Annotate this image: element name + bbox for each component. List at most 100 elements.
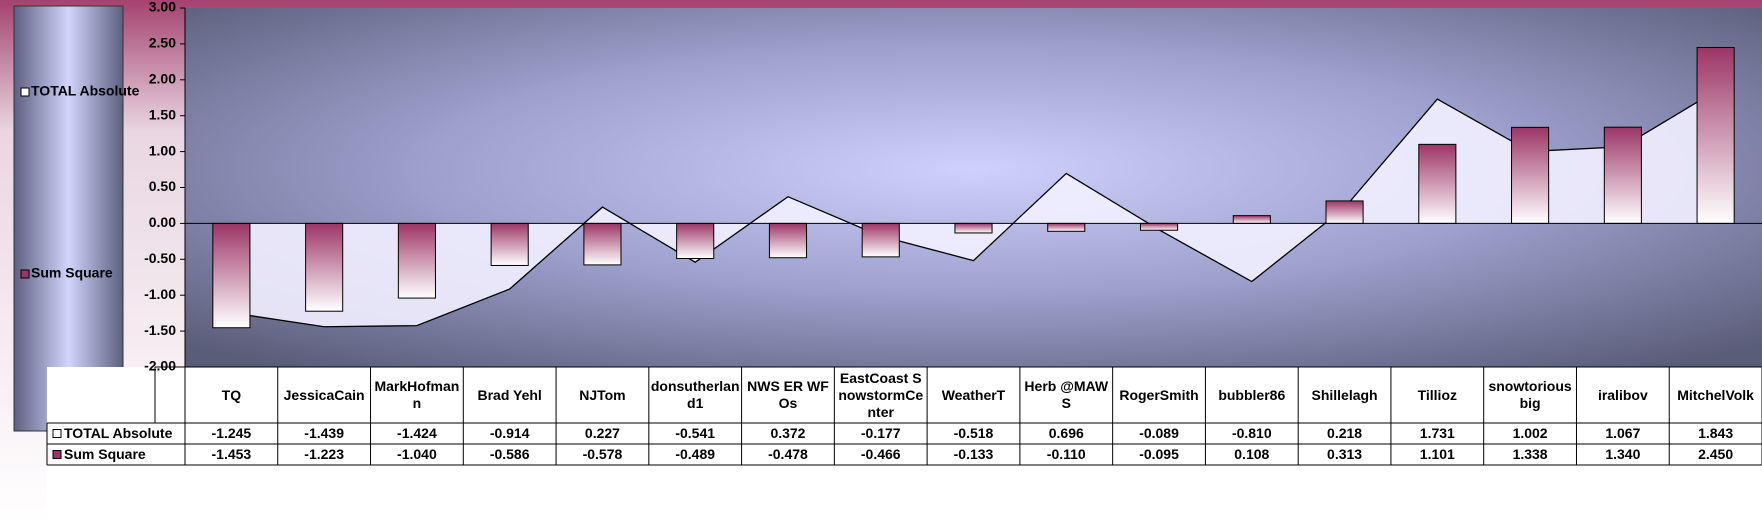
bar (1603, 126, 1642, 224)
row-label: Sum Square (64, 446, 146, 462)
table-value: -0.810 (1232, 425, 1272, 441)
y-tick-label: -1.00 (144, 286, 176, 302)
category-cell: Brad Yehl (477, 386, 542, 403)
category-label: NWS ER WFOs (747, 378, 829, 411)
category-label: Shillelagh (1311, 386, 1378, 403)
bar (1047, 222, 1086, 232)
table-value: -1.040 (397, 446, 437, 462)
category-label: TQ (221, 386, 242, 403)
bar (397, 222, 436, 299)
category-label: snowtoriousbig (1488, 378, 1572, 411)
table-value: 1.067 (1605, 425, 1640, 441)
table-value: -0.095 (1139, 446, 1179, 462)
category-cell: RogerSmith (1119, 386, 1199, 403)
legend-label: TOTAL Absolute (31, 83, 140, 99)
table-value: 0.227 (585, 425, 620, 441)
category-cell: MarkHofmann (374, 378, 460, 411)
category-label: Tillioz (1417, 386, 1458, 403)
table-value: -0.466 (861, 446, 901, 462)
category-label: JessicaCain (283, 386, 365, 403)
bar (1139, 222, 1179, 231)
y-tick-label: 0.50 (149, 178, 176, 194)
category-cell: Herb @MAWS (1024, 378, 1109, 411)
category-cell: Shillelagh (1311, 386, 1378, 403)
bar (1696, 46, 1735, 224)
table-value: 0.696 (1049, 425, 1084, 441)
legend-key (52, 429, 62, 438)
bar (954, 222, 993, 234)
y-tick-label: 2.00 (149, 71, 176, 87)
category-label: bubbler86 (1218, 386, 1286, 403)
data-table-bg (47, 367, 1762, 523)
table-value: 1.843 (1698, 425, 1733, 441)
table-value: -0.489 (675, 446, 715, 462)
category-cell: snowtoriousbig (1488, 378, 1572, 411)
table-value: -0.586 (490, 446, 530, 462)
category-cell: NWS ER WFOs (747, 378, 829, 411)
category-label: EastCoast SnowstormCenter (838, 369, 924, 420)
legend-key (52, 450, 62, 459)
row-label: TOTAL Absolute (64, 425, 173, 441)
table-value: 1.002 (1513, 425, 1548, 441)
bar (212, 222, 251, 329)
category-label: donsutherland1 (650, 378, 740, 411)
table-value: -0.133 (954, 446, 994, 462)
table-value: -1.453 (212, 446, 252, 462)
y-tick-label: -2.00 (144, 358, 176, 374)
category-label: Herb @MAWS (1024, 378, 1109, 411)
y-tick-label: 1.50 (149, 106, 176, 122)
category-cell: donsutherland1 (650, 378, 740, 411)
category-cell: NJTom (579, 386, 626, 403)
table-value: -0.541 (675, 425, 715, 441)
table-value: -1.245 (212, 425, 252, 441)
legend-swatch (20, 87, 30, 97)
table-value: -0.110 (1047, 446, 1086, 462)
table-value: -0.177 (861, 425, 901, 441)
table-value: 0.372 (770, 425, 805, 441)
table-value: 1.338 (1513, 446, 1548, 462)
table-value: 2.450 (1698, 446, 1733, 462)
y-tick-label: 1.00 (149, 142, 176, 158)
y-tick-label: -0.50 (144, 250, 176, 266)
table-value: 1.340 (1605, 446, 1640, 462)
table-value: -0.914 (490, 425, 530, 441)
table-value: -0.089 (1139, 425, 1179, 441)
category-label: WeatherT (941, 386, 1006, 403)
y-tick-label: -1.50 (144, 322, 176, 338)
table-value: 1.101 (1420, 446, 1455, 462)
legend-box (13, 5, 124, 432)
legend-label: Sum Square (31, 265, 113, 281)
category-label: RogerSmith (1119, 386, 1199, 403)
table-value: -0.518 (954, 425, 994, 441)
bar (861, 222, 900, 258)
area-line (231, 90, 1716, 328)
category-label: NJTom (579, 386, 626, 403)
bar (1232, 215, 1271, 224)
category-label: MarkHofmann (374, 378, 460, 411)
table-value: -1.223 (304, 446, 344, 462)
bar (768, 222, 808, 259)
bar (583, 222, 622, 266)
bar (305, 222, 344, 312)
category-label: iralibov (1597, 386, 1648, 403)
category-cell: MitchelVolk (1677, 387, 1754, 403)
table-value: -1.424 (397, 425, 437, 441)
bar (1325, 200, 1364, 224)
table-value: 0.108 (1234, 446, 1269, 462)
y-tick-label: 2.50 (149, 35, 176, 51)
bar (490, 222, 529, 266)
category-cell: EastCoast SnowstormCenter (838, 369, 924, 420)
table-value: -1.439 (304, 425, 344, 441)
table-value: -0.478 (768, 446, 808, 462)
category-cell: bubbler86 (1218, 386, 1286, 403)
legend-swatch (20, 269, 30, 279)
bar (1418, 143, 1457, 224)
category-cell: WeatherT (941, 386, 1006, 403)
category-cell: Tillioz (1417, 386, 1458, 403)
category-label: Brad Yehl (477, 386, 542, 403)
category-cell: TQ (221, 386, 242, 403)
category-cell: JessicaCain (283, 386, 365, 403)
table-value: 0.218 (1327, 425, 1362, 441)
category-cell: iralibov (1597, 386, 1648, 403)
